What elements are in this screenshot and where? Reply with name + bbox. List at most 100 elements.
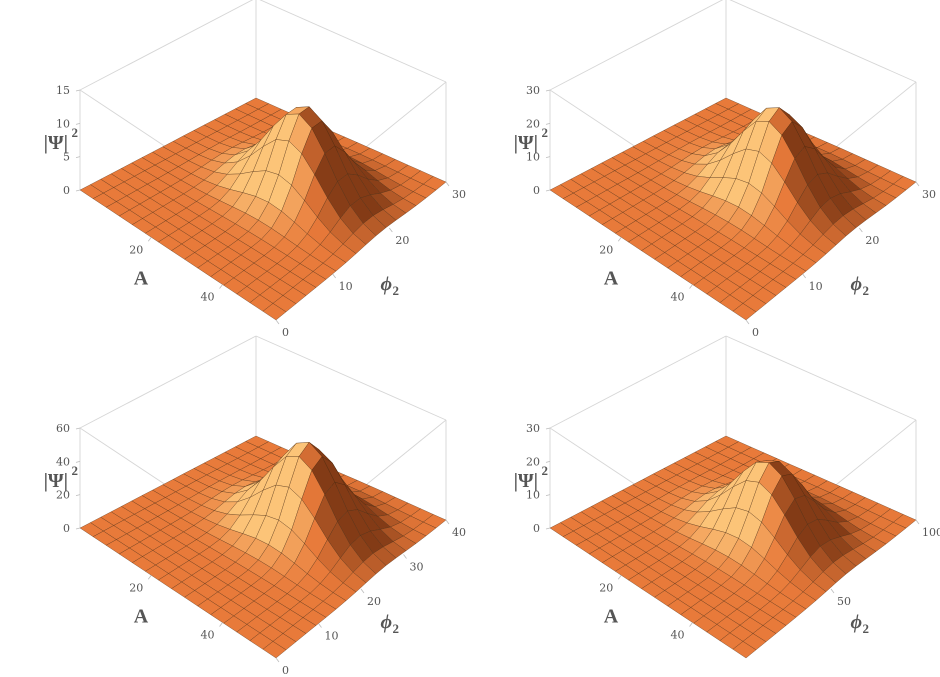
z-tick	[545, 189, 551, 192]
phi-tick	[915, 181, 920, 187]
phi-axis: 0 10 20 30 ϕ 2	[745, 181, 936, 339]
a-tick	[219, 284, 223, 289]
z-tick	[75, 494, 81, 497]
a-axis: 20 40 A	[129, 237, 223, 304]
phi-tick	[318, 623, 322, 628]
z-tick-label: 5	[63, 151, 70, 164]
a-axis-label: A	[134, 268, 149, 290]
a-tick	[617, 237, 622, 242]
phi-axis: 0 10 20 30 40 ϕ 2	[275, 519, 466, 677]
phi-axis-label-sub: 2	[393, 621, 400, 636]
surface	[79, 435, 447, 659]
z-tick-label: 0	[533, 522, 540, 535]
phi-axis-label: ϕ	[851, 611, 863, 633]
phi-axis-label: ϕ	[381, 273, 393, 295]
phi-axis-label: ϕ	[851, 273, 863, 295]
phi-tick-label: 30	[922, 188, 936, 201]
phi-tick-label: 0	[282, 326, 289, 339]
phi-axis: 0 10 20 30 ϕ 2	[275, 181, 466, 339]
phi-tick	[403, 554, 407, 559]
z-tick	[545, 156, 551, 159]
z-axis: 0 5 10 15 |Ψ| 2	[44, 84, 81, 197]
phi-tick	[915, 519, 920, 525]
a-tick-label: 40	[201, 291, 215, 304]
z-tick-label: 20	[526, 117, 540, 130]
a-tick-label: 20	[599, 243, 613, 256]
z-tick	[545, 122, 551, 125]
box-edge	[729, 0, 917, 83]
z-tick	[545, 527, 551, 530]
surface	[549, 435, 917, 659]
phi-tick	[445, 181, 450, 187]
phi-tick	[802, 273, 806, 279]
z-tick-label: 0	[63, 522, 70, 535]
z-tick	[545, 89, 551, 92]
a-tick-label: 20	[129, 581, 143, 594]
z-axis: 0 10 20 30 |Ψ| 2	[514, 84, 551, 197]
z-tick-label: 20	[526, 455, 540, 468]
z-axis-label-sup: 2	[72, 463, 79, 478]
a-tick-label: 40	[671, 629, 685, 642]
z-tick	[545, 494, 551, 497]
z-axis-label-sup: 2	[72, 125, 79, 140]
z-axis-label: |Ψ|	[514, 470, 538, 492]
a-tick	[147, 237, 152, 242]
z-tick	[75, 122, 81, 125]
phi-tick	[275, 319, 280, 325]
z-tick	[545, 460, 551, 463]
phi-tick	[275, 657, 280, 663]
z-tick-label: 30	[526, 84, 540, 97]
phi-axis-label: ϕ	[381, 611, 393, 633]
a-axis: 20 40 A	[129, 575, 223, 642]
a-tick	[147, 575, 152, 580]
surface-patch	[732, 641, 757, 659]
z-tick-label: 15	[56, 84, 70, 97]
box-edge	[549, 335, 727, 429]
a-axis-label: A	[604, 606, 619, 628]
phi-tick	[830, 588, 835, 594]
phi-tick-label: 10	[339, 280, 353, 293]
phi-tick-label: 50	[837, 595, 851, 608]
a-axis: 20 40 A	[599, 575, 693, 642]
z-tick-label: 20	[56, 489, 70, 502]
a-tick-label: 20	[599, 581, 613, 594]
phi-tick-label: 10	[809, 280, 823, 293]
phi-tick	[389, 227, 393, 233]
a-tick-label: 20	[129, 243, 143, 256]
box-edge	[549, 0, 724, 91]
z-axis: 0 10 20 30 |Ψ| 2	[514, 422, 551, 535]
a-tick	[219, 622, 223, 627]
a-axis-label: A	[604, 268, 619, 290]
z-tick	[75, 156, 81, 159]
surface	[79, 97, 447, 321]
a-tick	[617, 575, 622, 580]
z-tick-label: 10	[526, 489, 540, 502]
phi-tick	[332, 273, 336, 279]
phi-tick-label: 20	[395, 234, 409, 247]
z-tick	[75, 427, 81, 430]
a-tick	[689, 284, 693, 289]
z-tick	[75, 527, 81, 530]
z-axis-label: |Ψ|	[44, 470, 68, 492]
z-tick-label: 40	[56, 455, 70, 468]
z-axis-label-sup: 2	[542, 125, 549, 140]
z-tick	[545, 427, 551, 430]
a-tick	[689, 622, 693, 627]
z-tick	[75, 460, 81, 463]
a-axis: 20 40 A	[599, 237, 693, 304]
z-tick-label: 30	[526, 422, 540, 435]
box-edge	[725, 335, 917, 421]
phi-axis-label-sub: 2	[863, 283, 870, 298]
z-tick-label: 10	[56, 117, 70, 130]
z-tick-label: 0	[63, 184, 70, 197]
surface	[549, 97, 917, 321]
phi-tick-label: 30	[410, 561, 424, 574]
z-tick-label: 60	[56, 422, 70, 435]
phi-tick-label: 30	[452, 188, 466, 201]
phi-tick	[745, 319, 750, 325]
a-axis-label: A	[134, 606, 149, 628]
phi-tick-label: 20	[865, 234, 879, 247]
phi-tick-label: 40	[452, 526, 466, 539]
